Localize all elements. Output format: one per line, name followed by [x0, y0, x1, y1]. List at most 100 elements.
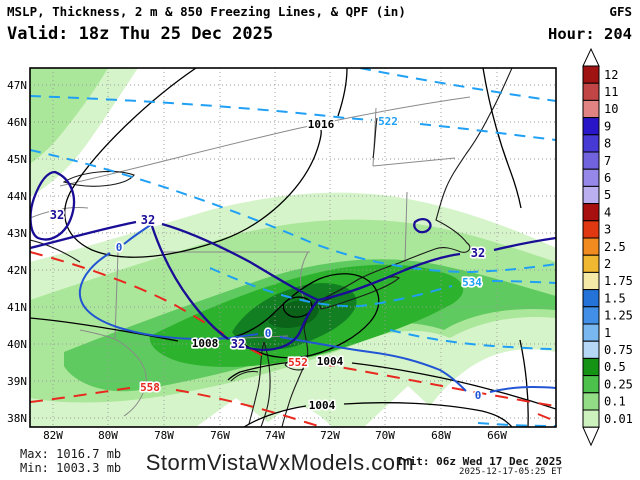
lat-tick: 40N: [7, 338, 27, 351]
lake-erie-shore: [30, 239, 81, 263]
thickness-lines-cold: [30, 68, 556, 427]
lat-tick: 42N: [7, 264, 27, 277]
init-time: Init: 06z Wed 17 Dec 2025: [396, 455, 562, 468]
contour-value-label: 558: [140, 381, 160, 394]
colorbar-arrow-up: [582, 47, 600, 67]
lat-tick: 46N: [7, 116, 27, 129]
lat-tick: 41N: [7, 301, 27, 314]
colorbar-swatch: [582, 271, 600, 291]
lat-tick: 39N: [7, 375, 27, 388]
colorbar-level-label: 10: [604, 102, 618, 116]
lat-tick: 44N: [7, 190, 27, 203]
thickness-552: [30, 251, 556, 407]
contour-value-label: 1004: [309, 399, 336, 412]
colorbar-level-label: 1.75: [604, 274, 633, 288]
contour-value-label: 1016: [308, 118, 335, 131]
colorbar-swatch: [582, 254, 600, 273]
thickness-lines-warm: [30, 251, 556, 427]
colorbar-swatch: [582, 375, 600, 394]
valid-time: Valid: 18z Thu 25 Dec 2025: [7, 24, 274, 44]
colorbar-level-label: 1.25: [604, 309, 633, 323]
colorbar-level-label: 6: [604, 171, 611, 185]
contour-value-label: 1004: [317, 355, 344, 368]
lon-tick: 82W: [43, 429, 63, 442]
lon-tick: 74W: [265, 429, 285, 442]
colorbar-swatch: [582, 289, 600, 308]
thickness-528: [30, 149, 556, 274]
lon-tick: 80W: [98, 429, 118, 442]
contour-value-label: 32: [141, 213, 155, 227]
colorbar-arrow-down: [582, 426, 600, 447]
contour-value-label: 1008: [192, 337, 219, 350]
thickness-546: [477, 422, 556, 427]
colorbar-level-label: 2: [604, 257, 611, 271]
freeze-32-south-branch: [150, 225, 229, 340]
freeze-32-curl: [239, 299, 319, 352]
lat-tick: 47N: [7, 79, 27, 92]
colorbar-swatch: [582, 117, 600, 136]
contour-value-label: 0: [475, 389, 482, 402]
colorbar-swatch: [582, 357, 600, 377]
isobar-1004-upper: [227, 360, 556, 410]
lon-tick: 76W: [210, 429, 230, 442]
qpf-colorbar-legend: 12 11 10 9 8 7 6 5 4 3 2.5 2 1.75 1.5 1.25 1 0.75 0.5 0.25…: [582, 47, 633, 447]
thickness-558: [30, 387, 556, 427]
contour-value-label: 552: [288, 356, 308, 369]
axis-labels: 47N 46N 45N 44N 43N 42N 41N 40N 39N 38N 82W 80W 78W 7…: [7, 79, 507, 442]
freeze-32-closed-low: [30, 170, 76, 241]
colorbar-level-label: 3: [604, 223, 611, 237]
model-name: GFS: [609, 4, 632, 19]
colorbar-swatch: [582, 340, 600, 359]
contour-value-label: 32: [471, 246, 485, 260]
colorbar-swatch: [582, 306, 600, 325]
contour-labels: 1016 1008 1004 1004 522 534 552 558 32 32 32 32 0 0 0: [48, 113, 487, 413]
colorbar-level-label: 1: [604, 326, 611, 340]
colorbar-swatch: [582, 99, 600, 119]
colorbar-level-label: 7: [604, 154, 611, 168]
qpf-fill-layer: [30, 68, 556, 427]
colorbar-level-label: 0.5: [604, 360, 626, 374]
thickness-516: [359, 68, 556, 102]
colorbar-swatch: [582, 409, 600, 428]
colorbar-level-label: 0.25: [604, 377, 633, 391]
colorbar-swatch: [582, 203, 600, 222]
map-frame: [29, 67, 557, 428]
mslp-isobars: [30, 68, 556, 427]
colorbar-level-label: 9: [604, 119, 611, 133]
colorbar-swatch: [582, 392, 600, 411]
contour-value-label: 522: [378, 115, 398, 128]
colorbar-swatch: [582, 134, 600, 153]
freeze-32-speck: [413, 217, 432, 234]
colorbar-swatch: [582, 185, 600, 205]
lake-champlain: [372, 117, 378, 159]
colorbar-level-label: 0.1: [604, 395, 626, 409]
colorbar-level-label: 0.01: [604, 412, 633, 426]
chesapeake-bay: [230, 341, 271, 427]
colorbar-level-label: 5: [604, 188, 611, 202]
colorbar-level-label: 4: [604, 205, 611, 219]
colorbar-swatch: [582, 168, 600, 187]
lat-tick: 43N: [7, 227, 27, 240]
colorbar-level-label: 1.5: [604, 291, 626, 305]
colorbar-level-label: 8: [604, 137, 611, 151]
colorbar-swatch: [582, 323, 600, 342]
mslp-min-readout: Min: 1003.3 mb: [20, 461, 122, 475]
thickness-534: [209, 267, 556, 308]
site-watermark: StormVistaWxModels.com: [145, 450, 415, 475]
lon-tick: 68W: [431, 429, 451, 442]
thickness-522: [30, 95, 556, 141]
colorbar-swatch: [582, 237, 600, 256]
colorbar-swatch: [582, 82, 600, 101]
contour-value-label: 0: [116, 241, 123, 254]
freezing-line-2m: [30, 170, 556, 352]
chart-title: MSLP, Thickness, 2 m & 850 Freezing Line…: [7, 4, 406, 19]
isobar-1004-lower: [243, 402, 513, 427]
colorbar-level-label: 2.5: [604, 240, 626, 254]
colorbar-level-label: 11: [604, 85, 618, 99]
lon-tick: 70W: [375, 429, 395, 442]
isobar-1016-top: [337, 68, 348, 117]
contour-value-label: 32: [50, 208, 64, 222]
freezing-line-850: [78, 223, 556, 393]
isobar-1016-east: [482, 68, 522, 209]
